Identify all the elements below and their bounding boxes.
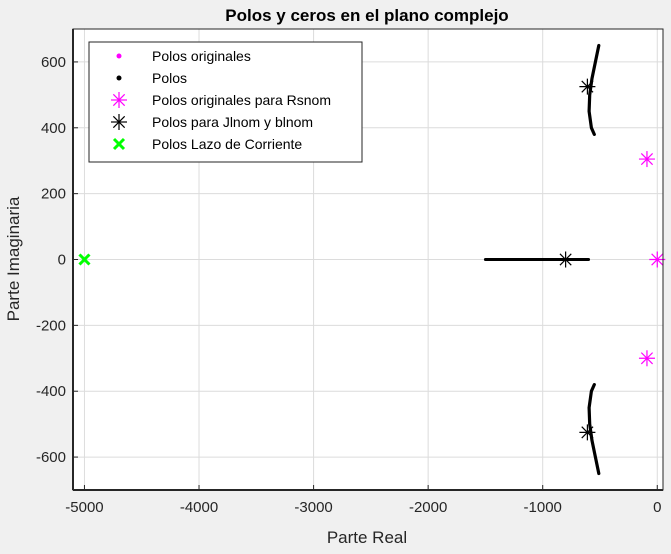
legend-entry-label: Polos [152, 70, 187, 86]
y-tick-label: 600 [41, 54, 66, 71]
legend-entry-label: Polos Lazo de Corriente [152, 136, 302, 152]
x-tick-label: 0 [653, 499, 661, 516]
polos-locus-arc [587, 43, 601, 136]
y-tick-label: 400 [41, 120, 66, 137]
legend-entry-label: Polos originales [152, 48, 251, 64]
pole-marker-asterisk [579, 424, 596, 441]
y-axis-label: Parte Imaginaria [4, 196, 23, 321]
chart-title: Polos y ceros en el plano complejo [225, 6, 508, 25]
x-tick-label: -2000 [409, 499, 447, 516]
data-layer [78, 43, 666, 476]
legend-marker-x [112, 137, 126, 151]
legend-marker-asterisk [111, 114, 127, 130]
axes: -5000 -4000 -3000 -2000 -1000 0-600-400-20002… [36, 29, 663, 516]
x-tick-label: -1000 [524, 499, 562, 516]
x-tick-label: -3000 [294, 499, 332, 516]
legend-box [88, 41, 363, 163]
y-tick-label: -400 [36, 383, 66, 400]
pole-marker-asterisk [638, 151, 655, 168]
x-axis-label: Parte Real [327, 528, 407, 547]
polos-locus-arc [587, 383, 601, 476]
y-tick-label: 200 [41, 186, 66, 203]
y-tick-label: -600 [36, 449, 66, 466]
pole-marker-asterisk [638, 350, 655, 367]
pole-marker-asterisk [579, 78, 596, 95]
y-tick-label: 0 [58, 252, 66, 269]
legend: Polos originales Polos Polos originales pa… [88, 41, 363, 163]
x-tick-label: -4000 [180, 499, 218, 516]
legend-marker-dot [116, 53, 122, 59]
pole-marker-asterisk [557, 251, 574, 268]
legend-marker-asterisk [111, 92, 127, 108]
legend-entry-label: Polos originales para Rsnom [152, 92, 331, 108]
x-tick-label: -5000 [65, 499, 103, 516]
legend-marker-dot [116, 75, 122, 81]
pole-marker-x [78, 253, 91, 266]
y-tick-label: -200 [36, 317, 66, 334]
legend-entry-label: Polos para Jlnom y blnom [152, 114, 313, 130]
